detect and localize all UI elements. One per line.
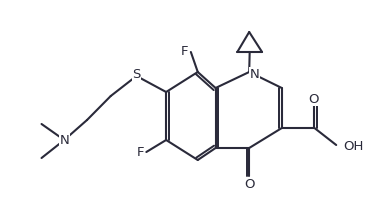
Text: OH: OH (343, 139, 364, 152)
Text: F: F (181, 44, 189, 57)
Text: F: F (137, 146, 144, 159)
Text: N: N (249, 68, 259, 81)
Text: N: N (59, 133, 69, 146)
Text: S: S (132, 69, 141, 82)
Text: O: O (308, 92, 319, 105)
Text: O: O (244, 178, 254, 191)
